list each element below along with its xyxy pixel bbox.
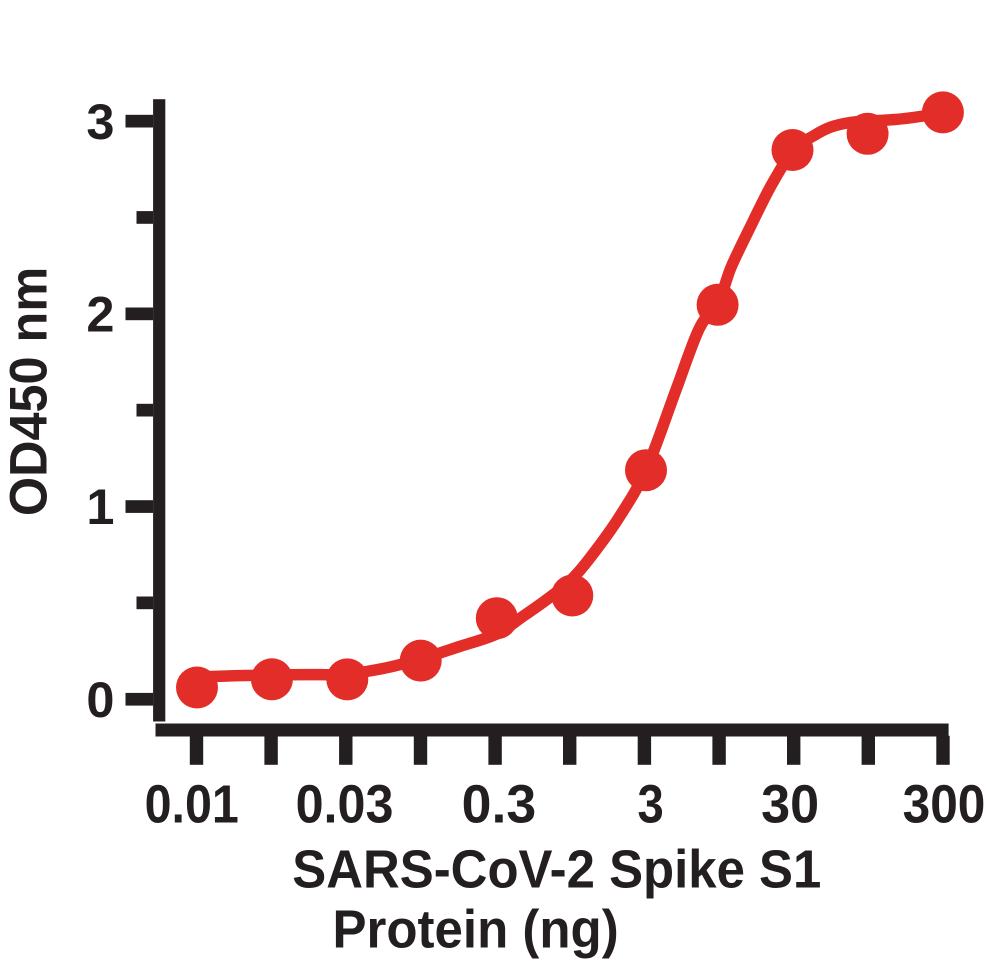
svg-text:300: 300 [903, 773, 986, 833]
svg-text:3: 3 [86, 93, 114, 150]
svg-text:0.03: 0.03 [296, 775, 394, 835]
svg-text:Protein (ng): Protein (ng) [333, 899, 619, 960]
svg-text:0: 0 [86, 671, 114, 728]
svg-text:3: 3 [638, 773, 664, 834]
svg-text:2: 2 [86, 286, 114, 343]
svg-text:1: 1 [86, 478, 114, 535]
svg-text:OD450 nm: OD450 nm [0, 267, 58, 516]
svg-text:0.01: 0.01 [145, 774, 239, 834]
svg-text:0.3: 0.3 [462, 774, 537, 834]
svg-text:SARS-CoV-2 Spike S1: SARS-CoV-2 Spike S1 [292, 839, 821, 900]
svg-text:30: 30 [761, 774, 819, 834]
